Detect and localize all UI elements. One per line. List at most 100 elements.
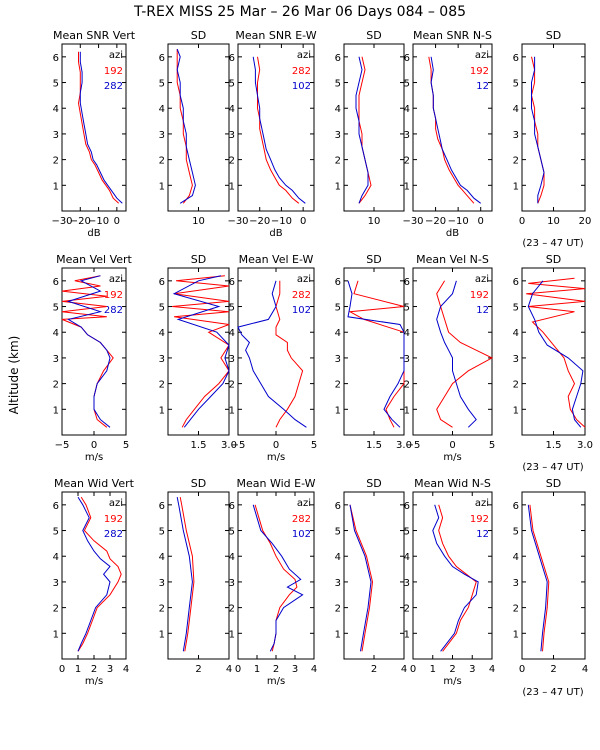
y-tick-label: 3 [404,354,410,365]
panel-wid-vert-sd: 1 2 3 4 5 6 2 4 SD [159,477,233,675]
x-tick-label: 3.0 [221,440,237,451]
y-tick-label: 1 [335,629,341,640]
y-tick-label: 4 [513,104,519,115]
y-tick-label: 1 [404,629,410,640]
panel-frame [521,43,586,212]
y-tick-label: 6 [229,501,235,512]
panel-vel-ew: 1 2 3 4 5 6 −5 0 5 Mean Vel E-W m/s azi 282 102 [229,253,318,463]
x-tick-label: 4 [401,664,407,675]
series-line-102 [349,504,372,652]
panel-title: SD [366,29,381,42]
legend-entry: 192 [104,66,123,77]
y-tick-label: 2 [335,380,341,391]
y-tick-label: 3 [229,130,235,141]
y-tick-label: 2 [513,380,519,391]
series-line-192 [526,277,586,428]
y-tick-label: 2 [159,380,165,391]
panel-title: Mean Vel E-W [239,253,314,266]
y-tick-label: 6 [335,501,341,512]
y-tick-label: 4 [53,104,59,115]
panel-title: SD [366,477,381,490]
y-tick-label: 2 [404,156,410,167]
y-tick-label: 2 [159,156,165,167]
series-line-102 [252,56,306,204]
y-tick-label: 6 [159,501,165,512]
y-tick-label: 5 [229,79,235,90]
panel-title: SD [191,477,206,490]
panel-title: SD [191,253,206,266]
y-tick-label: 3 [404,578,410,589]
y-tick-label: 5 [404,79,410,90]
y-tick-label: 3 [513,354,519,365]
legend-header: azi [475,498,489,509]
y-tick-label: 6 [53,53,59,64]
y-tick-label: 6 [335,53,341,64]
x-tick-label: 4 [311,664,317,675]
y-tick-label: 5 [335,79,341,90]
panel-title: Mean Vel N-S [416,253,489,266]
y-tick-label: 2 [335,604,341,615]
y-tick-label: 1 [404,181,410,192]
x-tick-label: 3 [292,664,298,675]
x-tick-label: −30 [227,216,248,227]
y-tick-label: 4 [404,104,410,115]
y-tick-label: 5 [229,303,235,314]
y-tick-label: 2 [53,380,59,391]
x-tick-label: 0 [114,216,120,227]
series-line-282 [349,504,374,652]
y-tick-label: 4 [404,552,410,563]
x-tick-label: 1 [430,664,436,675]
series-line-282 [257,56,300,204]
x-tick-label: 3.0 [577,440,593,451]
y-tick-label: 1 [159,181,165,192]
panel-frame [237,43,315,212]
x-tick-label: 0 [449,440,455,451]
legend-header: azi [475,50,489,61]
y-tick-label: 1 [53,629,59,640]
x-tick-label: 2 [550,664,556,675]
x-tick-label: 5 [123,440,129,451]
panel-frame [61,43,127,212]
x-tick-label: 5 [489,440,495,451]
y-tick-label: 1 [159,405,165,416]
y-tick-label: 5 [159,79,165,90]
x-tick-label: 3 [469,664,475,675]
y-tick-label: 2 [229,156,235,167]
legend-entry: 282 [292,514,311,525]
panel-title: Mean SNR N-S [413,29,492,42]
x-tick-label: −5 [406,440,421,451]
y-tick-label: 5 [404,303,410,314]
y-tick-label: 5 [229,527,235,538]
y-tick-label: 6 [404,53,410,64]
y-tick-label: 3 [335,130,341,141]
series-line-102 [355,56,369,204]
legend-entry: 12 [476,529,489,540]
y-tick-label: 4 [335,552,341,563]
y-tick-label: 1 [335,181,341,192]
y-tick-label: 1 [159,629,165,640]
x-tick-label: 3.0 [396,440,412,451]
x-axis-label: m/s [443,676,461,687]
series-line-282 [275,280,304,428]
y-tick-label: 4 [229,104,235,115]
y-tick-label: 3 [53,130,59,141]
y-tick-label: 2 [335,156,341,167]
x-tick-label: 0 [91,440,97,451]
y-tick-label: 2 [159,604,165,615]
series-line-192 [529,504,550,652]
legend-header: azi [109,274,123,285]
y-tick-label: 3 [229,354,235,365]
panel-frame [343,43,405,212]
legend-entry: 282 [104,305,123,316]
panel-snr-vert-sd: 1 2 3 4 5 6 10 SD [159,29,230,227]
y-tick-label: 6 [513,53,519,64]
y-tick-label: 3 [53,578,59,589]
x-tick-label: 20 [579,216,592,227]
time-note-row-1: (23 – 47 UT) [522,238,583,249]
y-tick-label: 2 [229,604,235,615]
panel-vel-vert-sd: 1 2 3 4 5 6 1.5 3.0 SD [159,253,237,451]
y-tick-label: 2 [404,604,410,615]
series-line-192 [436,280,494,428]
x-tick-label: 10 [192,216,205,227]
panel-frame [412,43,493,212]
